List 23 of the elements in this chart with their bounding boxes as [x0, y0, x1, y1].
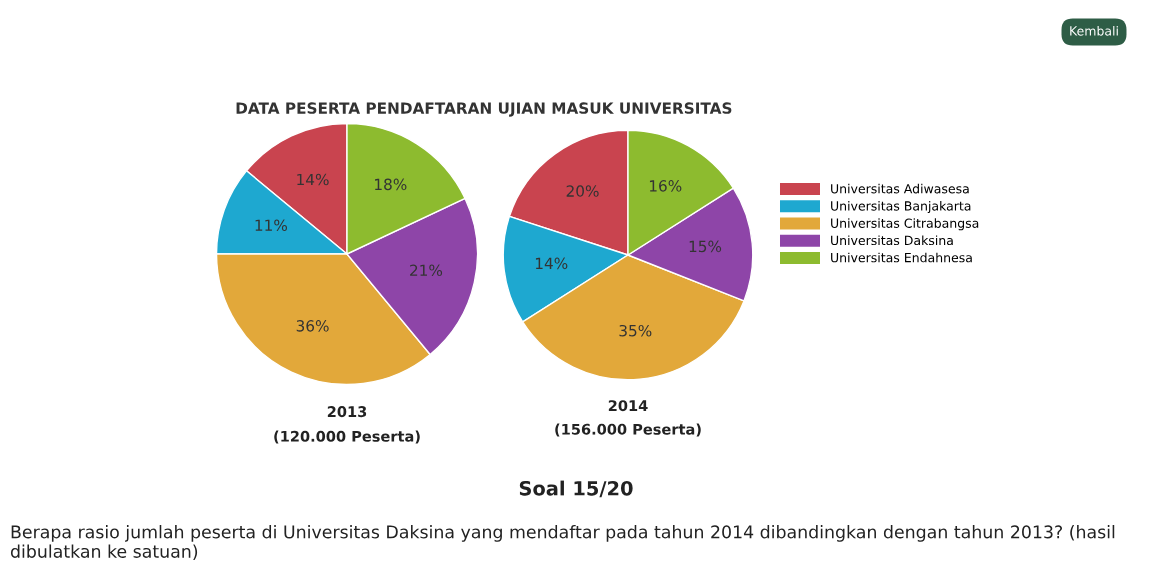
data-label: 18% [375, 178, 407, 191]
text: (156.000 Peserta) [555, 423, 701, 437]
data-label: 16% [649, 180, 682, 192]
legend-label: Universitas Banjakarta [831, 200, 971, 214]
data-label: 35% [619, 324, 652, 337]
data-label: 15% [689, 240, 722, 253]
text: Kembali [1070, 25, 1118, 36]
legend-label: Universitas Citrabangsa [831, 218, 979, 231]
text: (120.000 Peserta) [274, 430, 420, 444]
data-label: 20% [566, 185, 599, 197]
data-label: 11% [255, 219, 288, 232]
chart-title: DATA PESERTA PENDAFTARAN UJIAN MASUK UNIVERSITAS [236, 102, 732, 117]
legend-label: Universitas Daksina [831, 235, 953, 246]
legend-label: Universitas Adiwasesa [831, 183, 969, 194]
data-label: 21% [410, 264, 443, 277]
data-label: 14% [535, 257, 568, 270]
legend-label: Universitas Endahnesa [831, 252, 972, 263]
text: Soal 15/20 [519, 480, 633, 498]
data-label: 36% [296, 320, 329, 332]
data-label: 14% [297, 173, 329, 186]
text: 2014 [608, 400, 648, 412]
text: Berapa rasio jumlah peserta di Universitas Daksina yang mendaftar pada tahun 2014 dibandingkan dengan tahun 2013? (hasil dibulatkan ke satuan) [10, 525, 1115, 560]
text: 2013 [327, 406, 367, 418]
